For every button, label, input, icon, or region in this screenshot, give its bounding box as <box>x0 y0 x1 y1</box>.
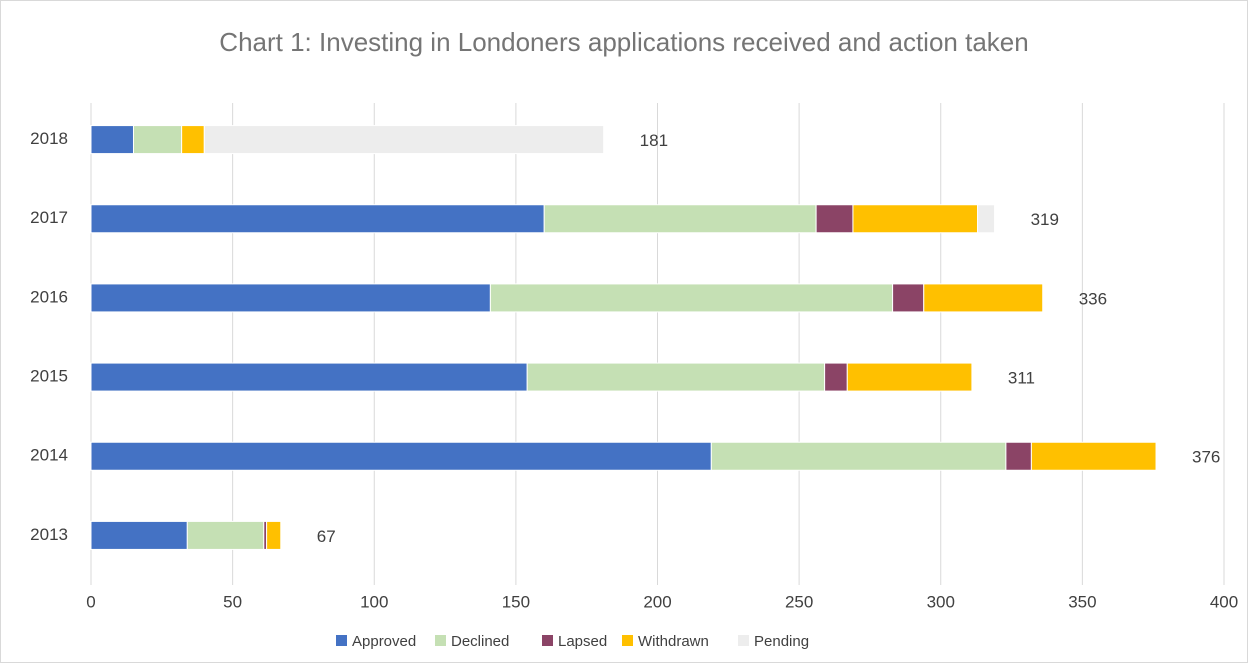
legend-label: Withdrawn <box>638 633 709 650</box>
bar-segment <box>203 125 605 155</box>
legend-label: Declined <box>451 633 509 650</box>
bar-segment <box>824 362 848 392</box>
bar-segment <box>186 520 265 550</box>
x-tick-label: 100 <box>360 592 388 611</box>
total-label: 311 <box>1008 369 1035 388</box>
bar-segment <box>90 520 188 550</box>
bar-segment <box>132 125 183 155</box>
legend-label: Approved <box>352 633 416 650</box>
bar-segment <box>543 204 817 234</box>
bar-segment <box>181 125 205 155</box>
bar-segment <box>977 204 996 234</box>
x-tick-label: 300 <box>927 592 955 611</box>
bar-segment <box>852 204 979 234</box>
bar-segment <box>90 283 491 313</box>
legend-swatch <box>542 635 553 646</box>
x-tick-label: 200 <box>643 592 671 611</box>
y-tick-label: 2017 <box>30 208 68 227</box>
bar-segment <box>710 441 1007 471</box>
y-tick-label: 2013 <box>30 525 68 544</box>
x-tick-label: 150 <box>502 592 530 611</box>
bar-segment <box>90 362 528 392</box>
legend-label: Pending <box>754 633 809 650</box>
legend-swatch <box>738 635 749 646</box>
y-tick-label: 2018 <box>30 129 68 148</box>
y-tick-label: 2016 <box>30 287 68 306</box>
legend-swatch <box>622 635 633 646</box>
bar-segment <box>892 283 925 313</box>
bar-segment <box>846 362 973 392</box>
bar-segment <box>266 520 282 550</box>
total-label: 319 <box>1031 210 1059 229</box>
x-tick-label: 250 <box>785 592 813 611</box>
bar-segment <box>90 204 545 234</box>
total-label: 336 <box>1079 289 1107 308</box>
bar-segment <box>815 204 854 234</box>
chart-title: Chart 1: Investing in Londoners applicat… <box>219 27 1028 57</box>
y-tick-label: 2015 <box>30 367 68 386</box>
legend-swatch <box>435 635 446 646</box>
x-tick-label: 350 <box>1068 592 1096 611</box>
total-label: 376 <box>1192 448 1220 467</box>
x-tick-label: 0 <box>86 592 95 611</box>
bar-segment <box>90 441 712 471</box>
bar-segment <box>489 283 894 313</box>
legend-swatch <box>336 635 347 646</box>
x-tick-label: 50 <box>223 592 242 611</box>
y-tick-label: 2014 <box>30 446 68 465</box>
bar-segment <box>923 283 1044 313</box>
bar-segment <box>90 125 134 155</box>
legend-label: Lapsed <box>558 633 607 650</box>
total-label: 67 <box>317 527 336 546</box>
bar-segment <box>1030 441 1157 471</box>
bar-segment <box>526 362 826 392</box>
x-tick-label: 400 <box>1210 592 1238 611</box>
bar-segment <box>1005 441 1032 471</box>
total-label: 181 <box>640 131 668 150</box>
